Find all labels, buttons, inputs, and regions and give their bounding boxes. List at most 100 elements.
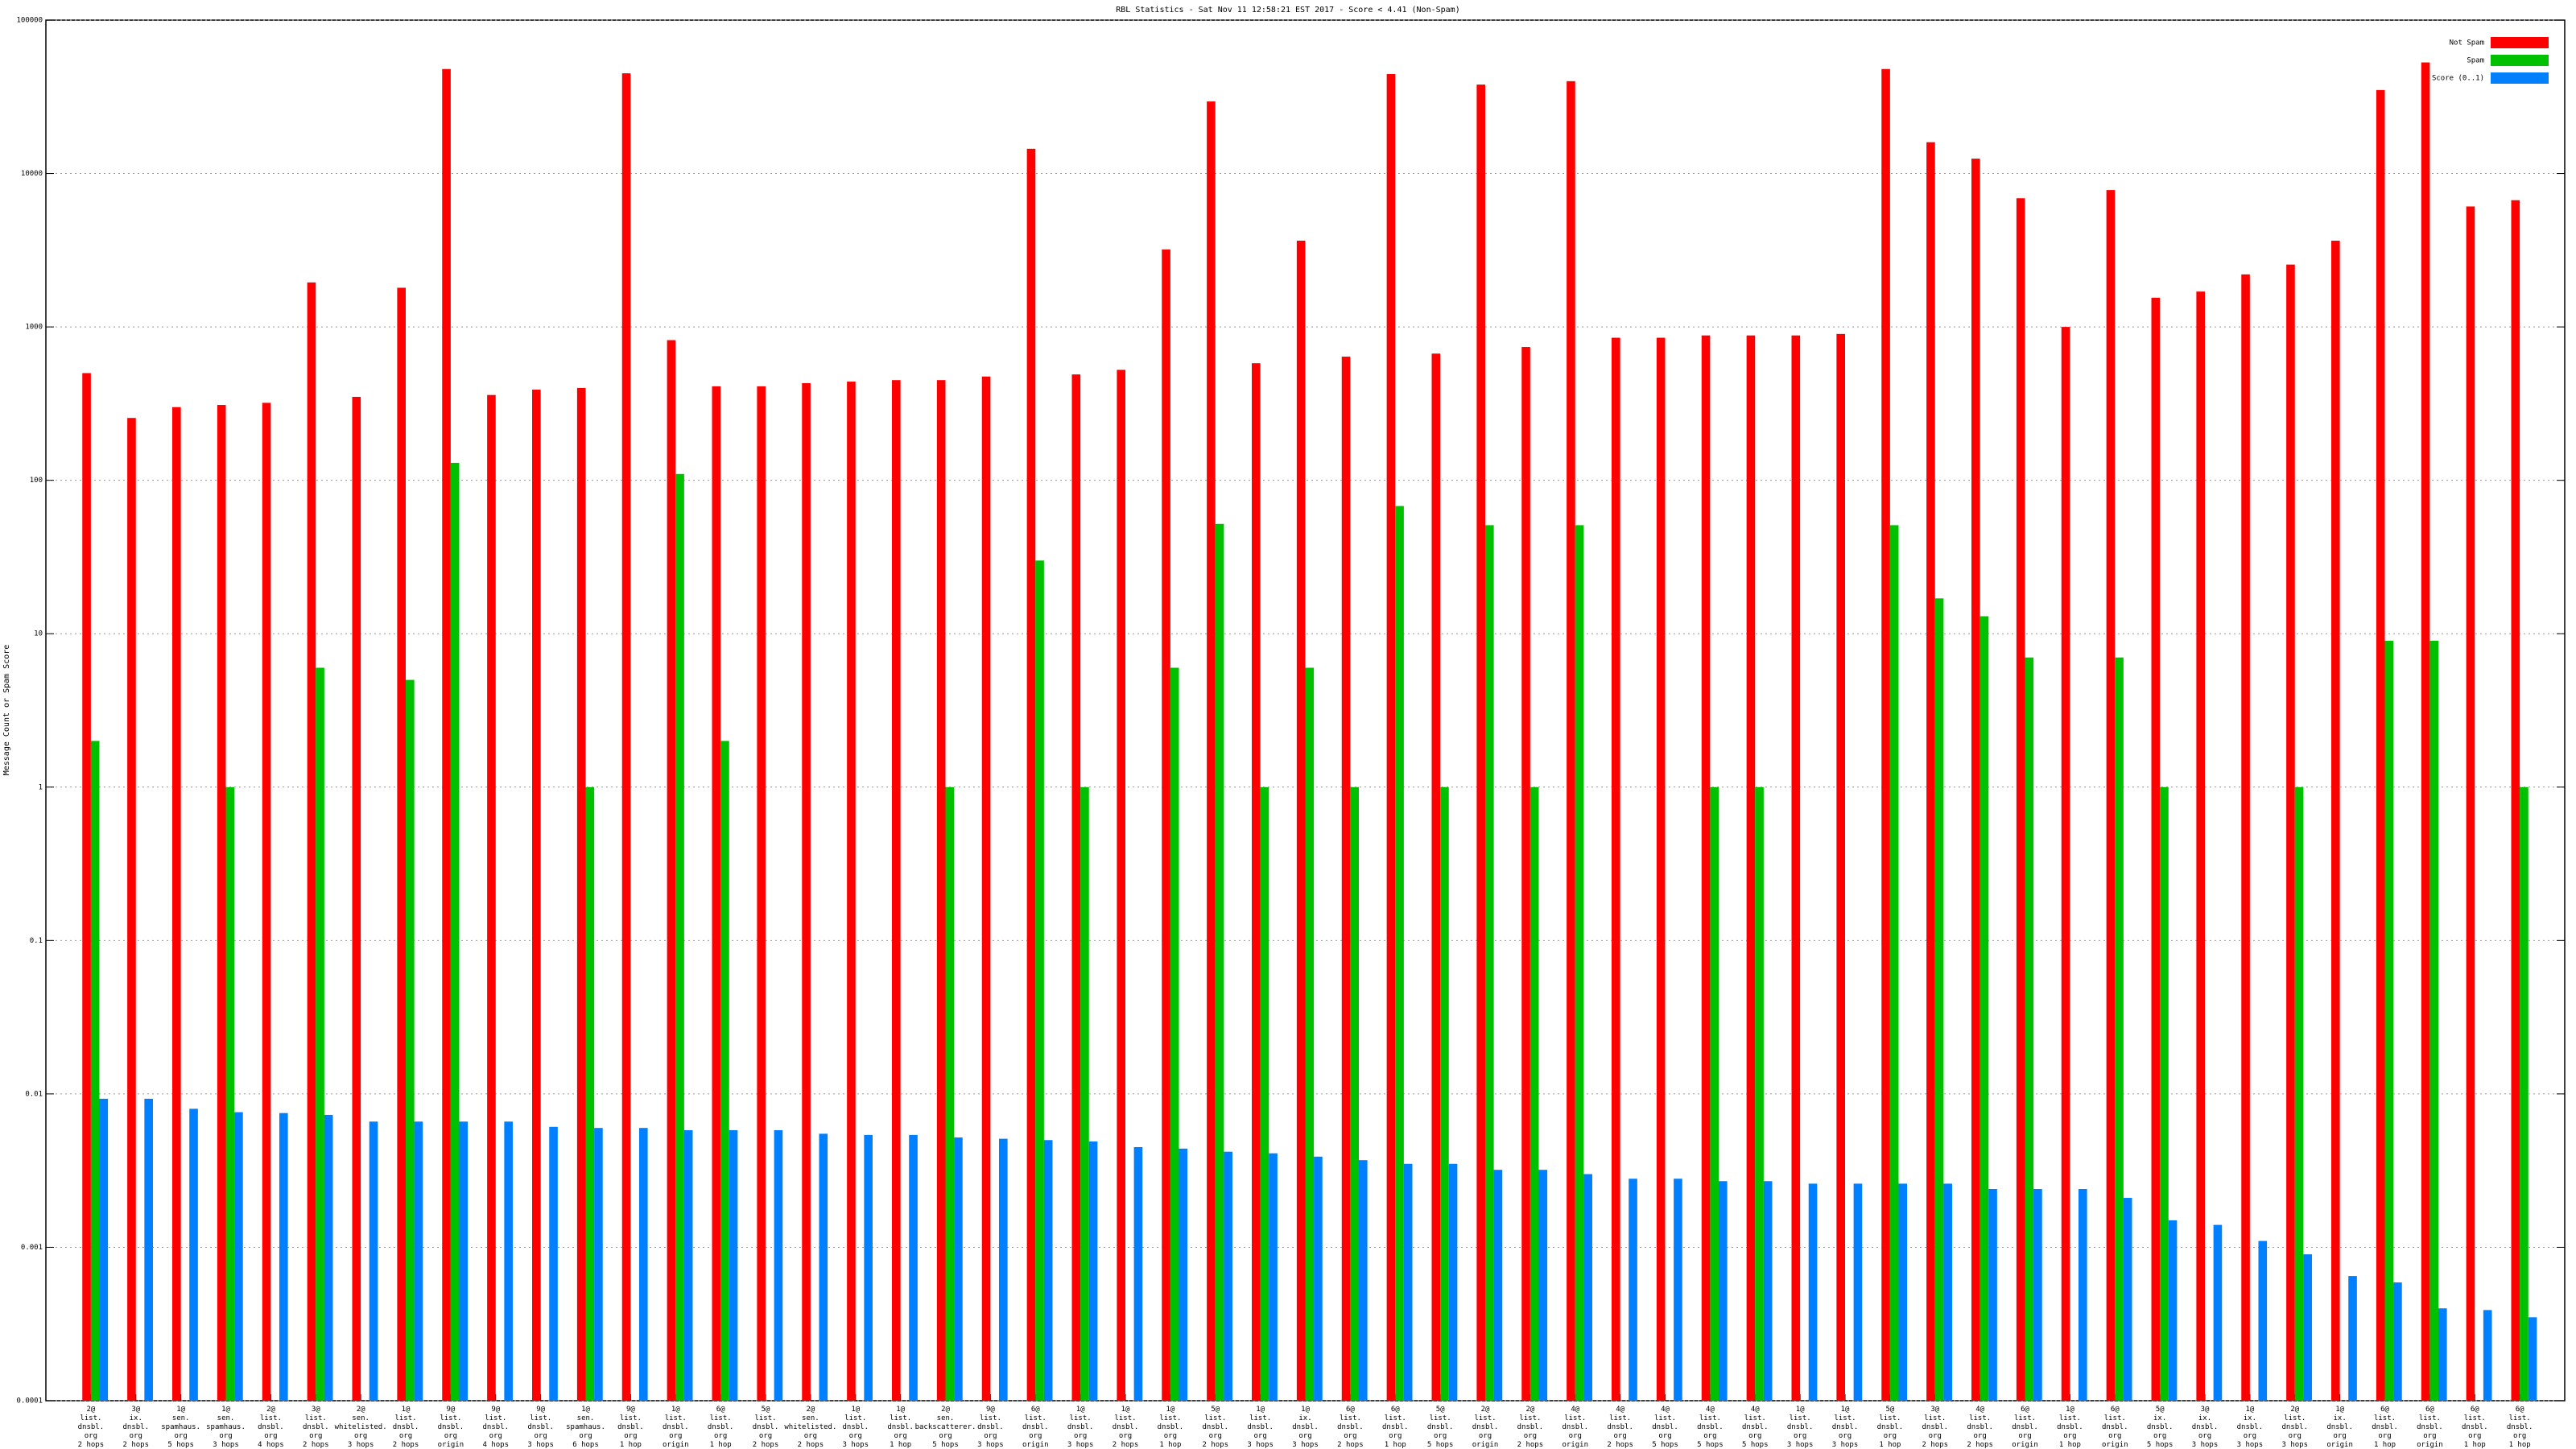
x-tick-label-line: 3@ [2201,1406,2210,1414]
bar [532,390,541,1401]
y-tick-label: 0.001 [21,1244,43,1252]
x-tick-label-line: 6@ [2111,1406,2120,1414]
x-tick-label-line: list. [80,1414,101,1422]
x-tick-label-line: org [489,1432,502,1440]
bar [1476,85,1485,1401]
bar [594,1128,603,1401]
bar [450,462,460,1401]
x-tick-label: 4@ list. dnsbl. org 5 hops [1742,1406,1769,1449]
x-tick-label-line: dnsbl. [2012,1423,2038,1431]
bar [1207,101,1216,1402]
x-tick-label-line: 1 hop [2509,1441,2531,1449]
x-tick-label-line: spamhaus. [206,1423,246,1431]
x-tick-label-line: list. [1249,1414,1271,1422]
bar [1701,335,1711,1402]
x-tick-label-line: sen. [172,1414,190,1422]
bar [683,1129,693,1401]
x-tick-label: 2@ list. dnsbl. org origin [1472,1406,1499,1449]
x-tick-label: 9@ list. dnsbl. org 3 hops [977,1406,1004,1449]
x-tick-label-line: org [1839,1432,1852,1440]
bar [945,786,955,1401]
x-tick-label-line: org [2333,1432,2346,1440]
x-tick-label: 1@ list. dnsbl. org origin [663,1406,689,1449]
bar [1629,1179,1637,1401]
x-tick-label-line: 1 hop [710,1441,732,1449]
bar [2115,657,2124,1401]
bar [2303,1254,2312,1401]
bar [352,396,361,1402]
bar [144,1098,153,1401]
x-tick-label-line: list. [485,1414,506,1422]
x-tick-label-line: 1@ [2245,1406,2254,1414]
bar [1791,335,1801,1402]
bar [459,1121,469,1401]
x-tick-label-line: 2 hops [1967,1441,1993,1449]
x-tick-label-line: 5 hops [167,1441,194,1449]
x-tick-label-line: list. [710,1414,732,1422]
bar [1943,1183,1952,1401]
x-tick-label-line: list. [1070,1414,1092,1422]
x-tick-label-line: 6@ [2425,1406,2434,1414]
x-tick-label-line: whitelisted. [335,1423,387,1431]
x-tick-label: 3@ ix. dnsbl. org 2 hops [122,1406,149,1449]
x-tick-label-line: 1 hop [1879,1441,1901,1449]
x-tick-label-line: dnsbl. [2372,1423,2398,1431]
x-tick-label-line: 2 hops [1202,1441,1228,1449]
x-tick-label: 2@ list. dnsbl. org 2 hops [78,1406,105,1449]
bar [909,1134,918,1401]
x-tick-label-line: list. [1564,1414,1586,1422]
x-tick-label-line: 3 hops [977,1441,1004,1449]
x-tick-label-line: 6@ [2471,1406,2479,1414]
bar [324,1114,333,1401]
x-tick-label-line: 1@ [671,1406,680,1414]
x-tick-label-line: 4@ [1661,1406,1670,1414]
bar [262,402,271,1402]
x-tick-label-line: 6@ [716,1406,725,1414]
x-tick-label-line: origin [1022,1441,1049,1449]
bar [217,405,226,1402]
x-tick-label-line: dnsbl. [258,1423,284,1431]
bar [1710,786,1719,1401]
x-tick-label-line: dnsbl. [1787,1423,1814,1431]
x-tick-label-line: dnsbl. [1247,1423,1274,1431]
x-tick-label-line: org [2244,1432,2256,1440]
bar [981,376,991,1401]
bar [1403,1163,1413,1401]
y-tick-label: 10 [34,630,43,638]
x-tick-label-line: 6@ [1346,1406,1355,1414]
x-tick-label-line: 3 hops [1832,1441,1859,1449]
x-tick-label-line: 1@ [1166,1406,1174,1414]
x-tick-label-line: list. [1654,1414,1676,1422]
x-tick-label-line: 3 hops [1787,1441,1814,1449]
x-tick-label-line: list. [2059,1414,2081,1422]
x-tick-label-line: list. [2419,1414,2441,1422]
x-tick-label-line: dnsbl. [2281,1423,2308,1431]
x-tick-label-line: list. [1474,1414,1496,1422]
x-tick-label-line: org [2063,1432,2076,1440]
x-tick-label-line: list. [1114,1414,1136,1422]
x-tick-label-line: org [894,1432,906,1440]
x-tick-label-line: 3@ [312,1406,320,1414]
x-tick-label-line: dnsbl. [1382,1423,1409,1431]
x-tick-label: 5@ list. dnsbl. org 5 hops [1427,1406,1454,1449]
bar [936,380,946,1402]
bar [1583,1174,1592,1401]
x-tick-label-line: org [1794,1432,1806,1440]
x-tick-label-line: org [2289,1432,2301,1440]
bar [1252,363,1261,1402]
legend-label: Score (0..1) [2432,75,2484,83]
bar [2151,297,2161,1402]
x-tick-label-line: list. [1744,1414,1766,1422]
x-tick-label-line: ix. [2333,1414,2346,1422]
x-tick-label-line: org [2018,1432,2031,1440]
x-tick-label-line: org [1703,1432,1716,1440]
bar [2061,327,2070,1402]
x-tick-label: 4@ list. dnsbl. org 2 hops [1607,1406,1633,1449]
x-tick-label-line: 4@ [1706,1406,1715,1414]
bar [1808,1183,1818,1401]
bar [954,1137,963,1401]
x-tick-label-line: 1 hop [890,1441,911,1449]
x-tick-label: 2@ list. dnsbl. org 3 hops [2281,1406,2308,1449]
x-tick-label-line: list. [2284,1414,2306,1422]
bar [585,786,595,1401]
